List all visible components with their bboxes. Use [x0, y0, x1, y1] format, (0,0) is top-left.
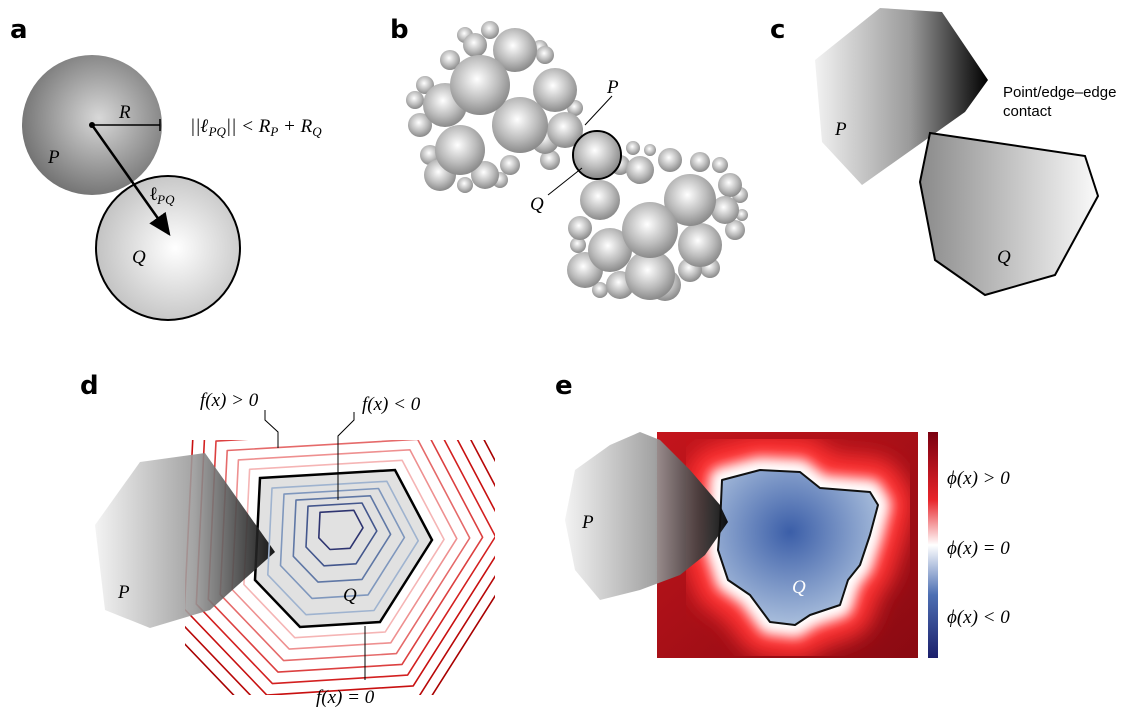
sphere: [435, 125, 485, 175]
norm: || <: [226, 116, 259, 137]
sphere: [622, 202, 678, 258]
sphere: [678, 223, 722, 267]
figure: a R P Q ℓPQ ||ℓPQ|| < RP + RQ b P Q c P …: [0, 0, 1143, 714]
p-label: P: [117, 582, 130, 603]
sphere: [536, 46, 554, 64]
note: Point/edge–edge: [1003, 84, 1116, 101]
q-label: Q: [792, 577, 806, 598]
outside-label: f(x) > 0: [200, 390, 259, 411]
sphere: [626, 156, 654, 184]
q-label: Q: [343, 585, 357, 606]
leader: [585, 96, 612, 125]
panel-label: e: [555, 371, 573, 401]
subscript: PQ: [156, 192, 175, 207]
plus: +: [278, 116, 300, 137]
radius-label: R: [118, 102, 131, 123]
subscript: PQ: [208, 124, 227, 139]
positive-label: ϕ(x) > 0: [947, 468, 1010, 489]
zero-label: ϕ(x) = 0: [947, 538, 1010, 559]
sphere: [626, 141, 640, 155]
sphere: [718, 173, 742, 197]
p-label: P: [47, 147, 60, 168]
boundary-label: f(x) = 0: [316, 687, 375, 708]
q-label: Q: [132, 247, 146, 268]
inside-label: f(x) < 0: [362, 394, 421, 415]
sphere: [457, 177, 473, 193]
sphere: [568, 216, 592, 240]
sphere: [690, 152, 710, 172]
q-label: Q: [997, 247, 1011, 268]
polygon-q: [920, 133, 1098, 295]
sphere: [574, 132, 620, 178]
subscript: Q: [312, 124, 322, 139]
panel-b: b: [390, 15, 748, 301]
sphere: [644, 144, 656, 156]
ell: ℓ: [200, 116, 208, 137]
negative-label: ϕ(x) < 0: [947, 607, 1010, 628]
panel-label: c: [770, 15, 785, 45]
panel-d: d P Q f(x) > 0 f(x) < 0 f(x) = 0: [80, 371, 534, 714]
panel-label: d: [80, 371, 99, 401]
ell: ℓ: [150, 184, 157, 205]
subscript: P: [269, 124, 278, 139]
panel-a: a R P Q ℓPQ ||ℓPQ|| < RP + RQ: [10, 15, 322, 320]
p-label: P: [606, 77, 619, 98]
sphere: [463, 33, 487, 57]
note: contact: [1003, 103, 1052, 120]
r: R: [300, 116, 313, 137]
p-label: P: [834, 119, 847, 140]
p-label: P: [581, 512, 594, 533]
q-label: Q: [530, 194, 544, 215]
r: R: [258, 116, 271, 137]
panel-c: c P Q Point/edge–edge contact: [770, 8, 1116, 295]
sphere: [580, 180, 620, 220]
panel-label: b: [390, 15, 409, 45]
sphere: [481, 21, 499, 39]
sphere: [712, 157, 728, 173]
sphere: [450, 55, 510, 115]
colorbar: [928, 432, 938, 658]
leader: [265, 410, 278, 448]
sphere: [658, 148, 682, 172]
sphere: [500, 155, 520, 175]
condition: ||ℓPQ|| < RP + RQ: [190, 116, 322, 139]
norm: ||: [190, 116, 200, 137]
panel-e: e P Q ϕ(x) > 0 ϕ(x) = 0 ϕ(x) < 0: [555, 371, 1010, 658]
leader: [548, 168, 582, 195]
sphere: [406, 91, 424, 109]
panel-label: a: [10, 15, 28, 45]
